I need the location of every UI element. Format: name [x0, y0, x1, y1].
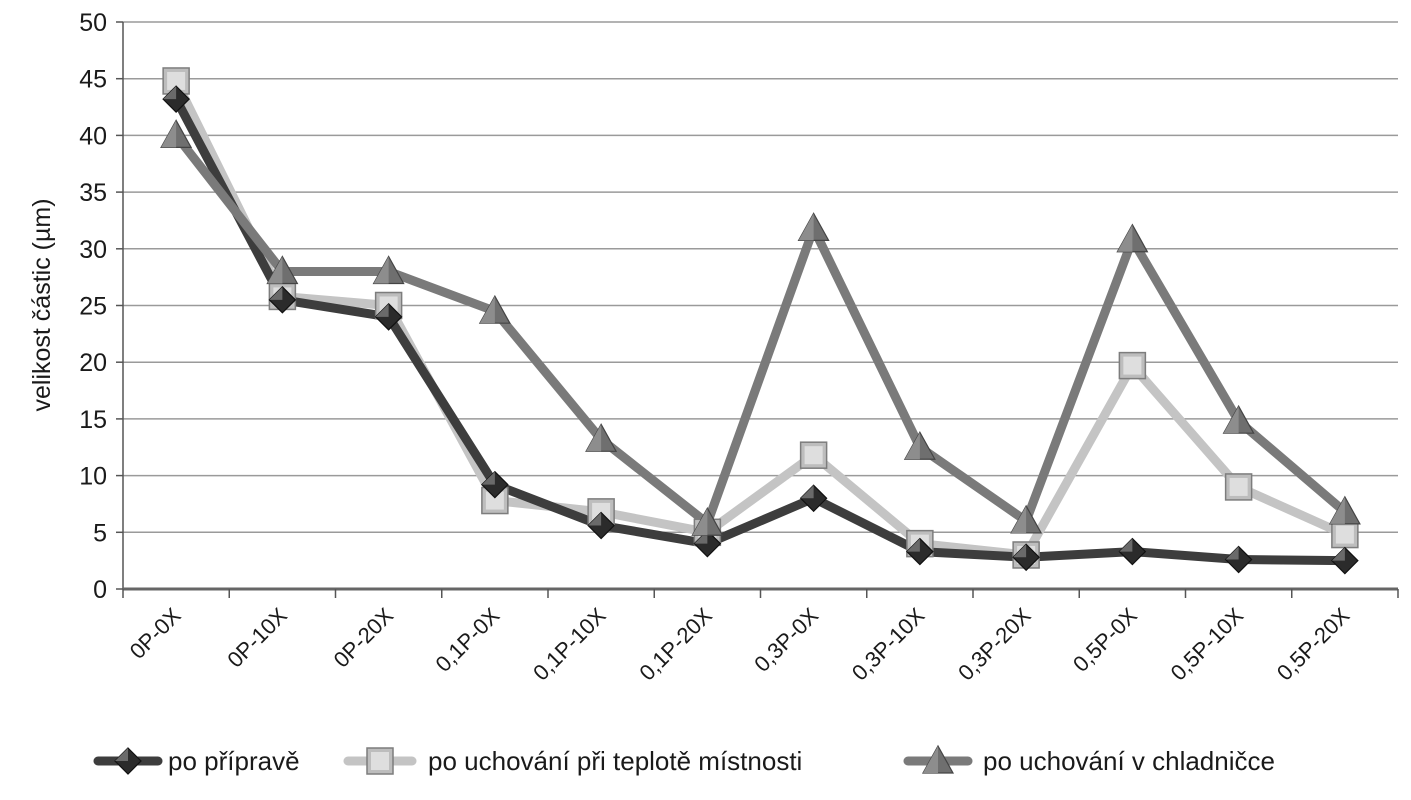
series-0-point-8: [1012, 543, 1040, 572]
series-2-point-3: [478, 294, 511, 324]
legend-item-2: po uchování v chladničce: [903, 744, 1275, 776]
y-tick-label-2: 10: [79, 463, 107, 491]
series-0-point-6: [799, 484, 828, 513]
series-2-point-0: [160, 119, 193, 148]
series-2-point-5: [691, 506, 724, 536]
legend-marker-2: [921, 744, 955, 774]
series-1-point-10: [1224, 473, 1253, 501]
y-tick-label-1: 5: [93, 519, 107, 547]
series-2-point-7: [903, 431, 936, 460]
series-line-1: [171, 76, 1350, 560]
x-tick-label-7: 0,3P-10X: [847, 603, 930, 686]
series-0-point-1: [268, 285, 297, 314]
series-0-point-3: [481, 470, 509, 499]
x-tick-label-2: 0P-20X: [329, 603, 399, 673]
x-tick-label-9: 0,5P-0X: [1068, 603, 1142, 677]
x-tick-label-1: 0P-10X: [222, 603, 292, 673]
y-tick-label-8: 40: [79, 122, 107, 150]
gridlines: [123, 21, 1398, 534]
series-1-point-9: [1118, 351, 1147, 380]
y-tick-label-10: 50: [79, 9, 107, 37]
legend-marker-1: [366, 747, 394, 775]
legend-item-0: po přípravě: [93, 746, 300, 776]
series-0-point-0: [162, 85, 190, 113]
series-2-point-10: [1222, 404, 1255, 434]
series-1-point-6: [799, 441, 828, 469]
y-tick-labels: 0 5 10 15 20 25 30 35 40 45 50: [79, 9, 107, 604]
series-2-point-11: [1328, 495, 1361, 525]
series-0-point-2: [374, 302, 403, 331]
series-0-point-10: [1224, 545, 1253, 574]
y-tick-label-0: 0: [93, 576, 107, 604]
legend-label-0: po přípravě: [168, 746, 300, 776]
axes: [116, 21, 1399, 598]
series-0-point-7: [906, 537, 934, 566]
series-2-point-2: [372, 255, 405, 285]
y-tick-label-6: 30: [79, 236, 107, 264]
y-tick-label-3: 15: [79, 406, 107, 434]
legend-item-1: po uchování při teplotě místnosti: [343, 746, 802, 776]
series-0-point-9: [1118, 537, 1147, 566]
series-2-point-8: [1010, 504, 1043, 534]
y-tick-label-4: 20: [79, 349, 107, 377]
x-tick-label-4: 0,1P-10X: [528, 603, 611, 686]
legend: po přípravě po uchování při teplotě místn…: [93, 744, 1275, 776]
series-1-point-11: [1331, 520, 1359, 549]
y-tick-label-7: 35: [79, 179, 107, 207]
x-tick-label-8: 0,3P-20X: [953, 603, 1036, 686]
series: [160, 67, 1361, 575]
series-line-2: [171, 130, 1350, 528]
series-0-point-11: [1331, 546, 1359, 575]
y-tick-label-9: 45: [79, 66, 107, 94]
legend-label-2: po uchování v chladničce: [983, 746, 1275, 776]
series-line-0: [171, 94, 1350, 566]
x-tick-label-11: 0,5P-20X: [1272, 603, 1355, 686]
y-tick-label-5: 25: [79, 293, 107, 321]
x-tick-label-10: 0,5P-10X: [1166, 603, 1249, 686]
x-tick-label-0: 0P-0X: [125, 603, 186, 664]
legend-marker-0: [114, 747, 142, 775]
series-2-point-1: [266, 255, 299, 285]
series-0-point-4: [587, 511, 615, 540]
series-2-point-9: [1116, 223, 1149, 253]
x-tick-label-5: 0,1P-20X: [634, 603, 717, 686]
series-2-point-6: [797, 212, 830, 241]
legend-label-1: po uchování při teplotě místnosti: [428, 746, 802, 776]
x-tick-label-6: 0,3P-0X: [749, 603, 823, 677]
y-axis-label: velikost částic (µm): [28, 198, 56, 411]
x-tick-labels: 0P-0X 0P-10X 0P-20X 0,1P-0X 0,1P-10X 0,1P-20X…: [125, 603, 1355, 686]
x-tick-label-3: 0,1P-0X: [431, 603, 505, 677]
series-2-point-4: [585, 423, 618, 452]
